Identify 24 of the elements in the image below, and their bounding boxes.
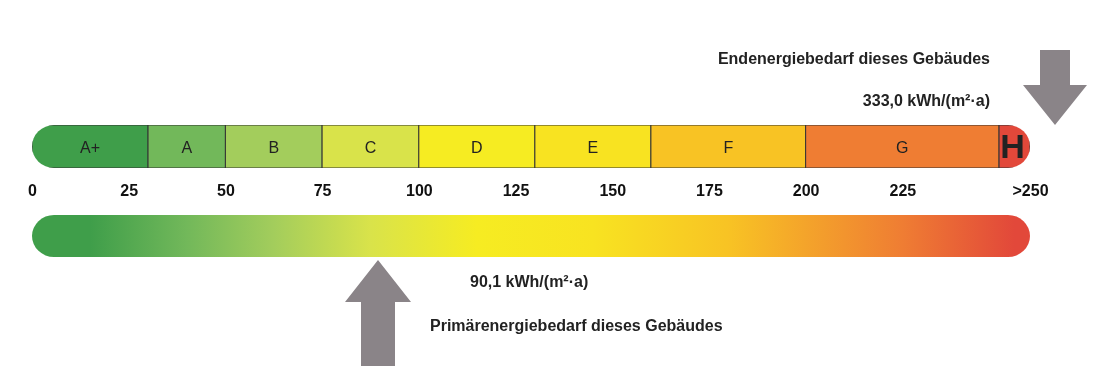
series-label: A: [181, 139, 193, 156]
series-label: H: [1000, 127, 1025, 165]
text: Primärenergiebedarf dieses Gebäudes: [430, 317, 723, 334]
x-tick-label: 225: [889, 182, 917, 200]
x-tick-label: 75: [313, 182, 332, 200]
x-tick-label: 25: [120, 182, 139, 200]
x-tick-label: 150: [599, 182, 627, 200]
x-tick-label: >250: [1012, 182, 1049, 200]
text: 90,1 kWh/(m²·a): [470, 273, 589, 290]
x-tick-label: 0: [28, 182, 38, 200]
x-tick-label: 100: [405, 182, 433, 200]
x-tick-label: 50: [217, 182, 235, 200]
x-tick-label: 175: [696, 182, 723, 200]
series-label: C: [364, 139, 377, 156]
series-label: G: [896, 139, 909, 156]
series-label: B: [268, 139, 280, 156]
series-label: A+: [80, 139, 101, 156]
series-label: D: [471, 139, 483, 156]
series-label: E: [587, 139, 599, 156]
text: Endenergiebedarf dieses Gebäudes: [717, 50, 991, 67]
series-label: F: [723, 139, 734, 156]
x-tick-label: 125: [502, 182, 530, 200]
x-tick-label: 200: [792, 182, 820, 200]
text: 333,0 kWh/(m²·a): [862, 92, 990, 109]
